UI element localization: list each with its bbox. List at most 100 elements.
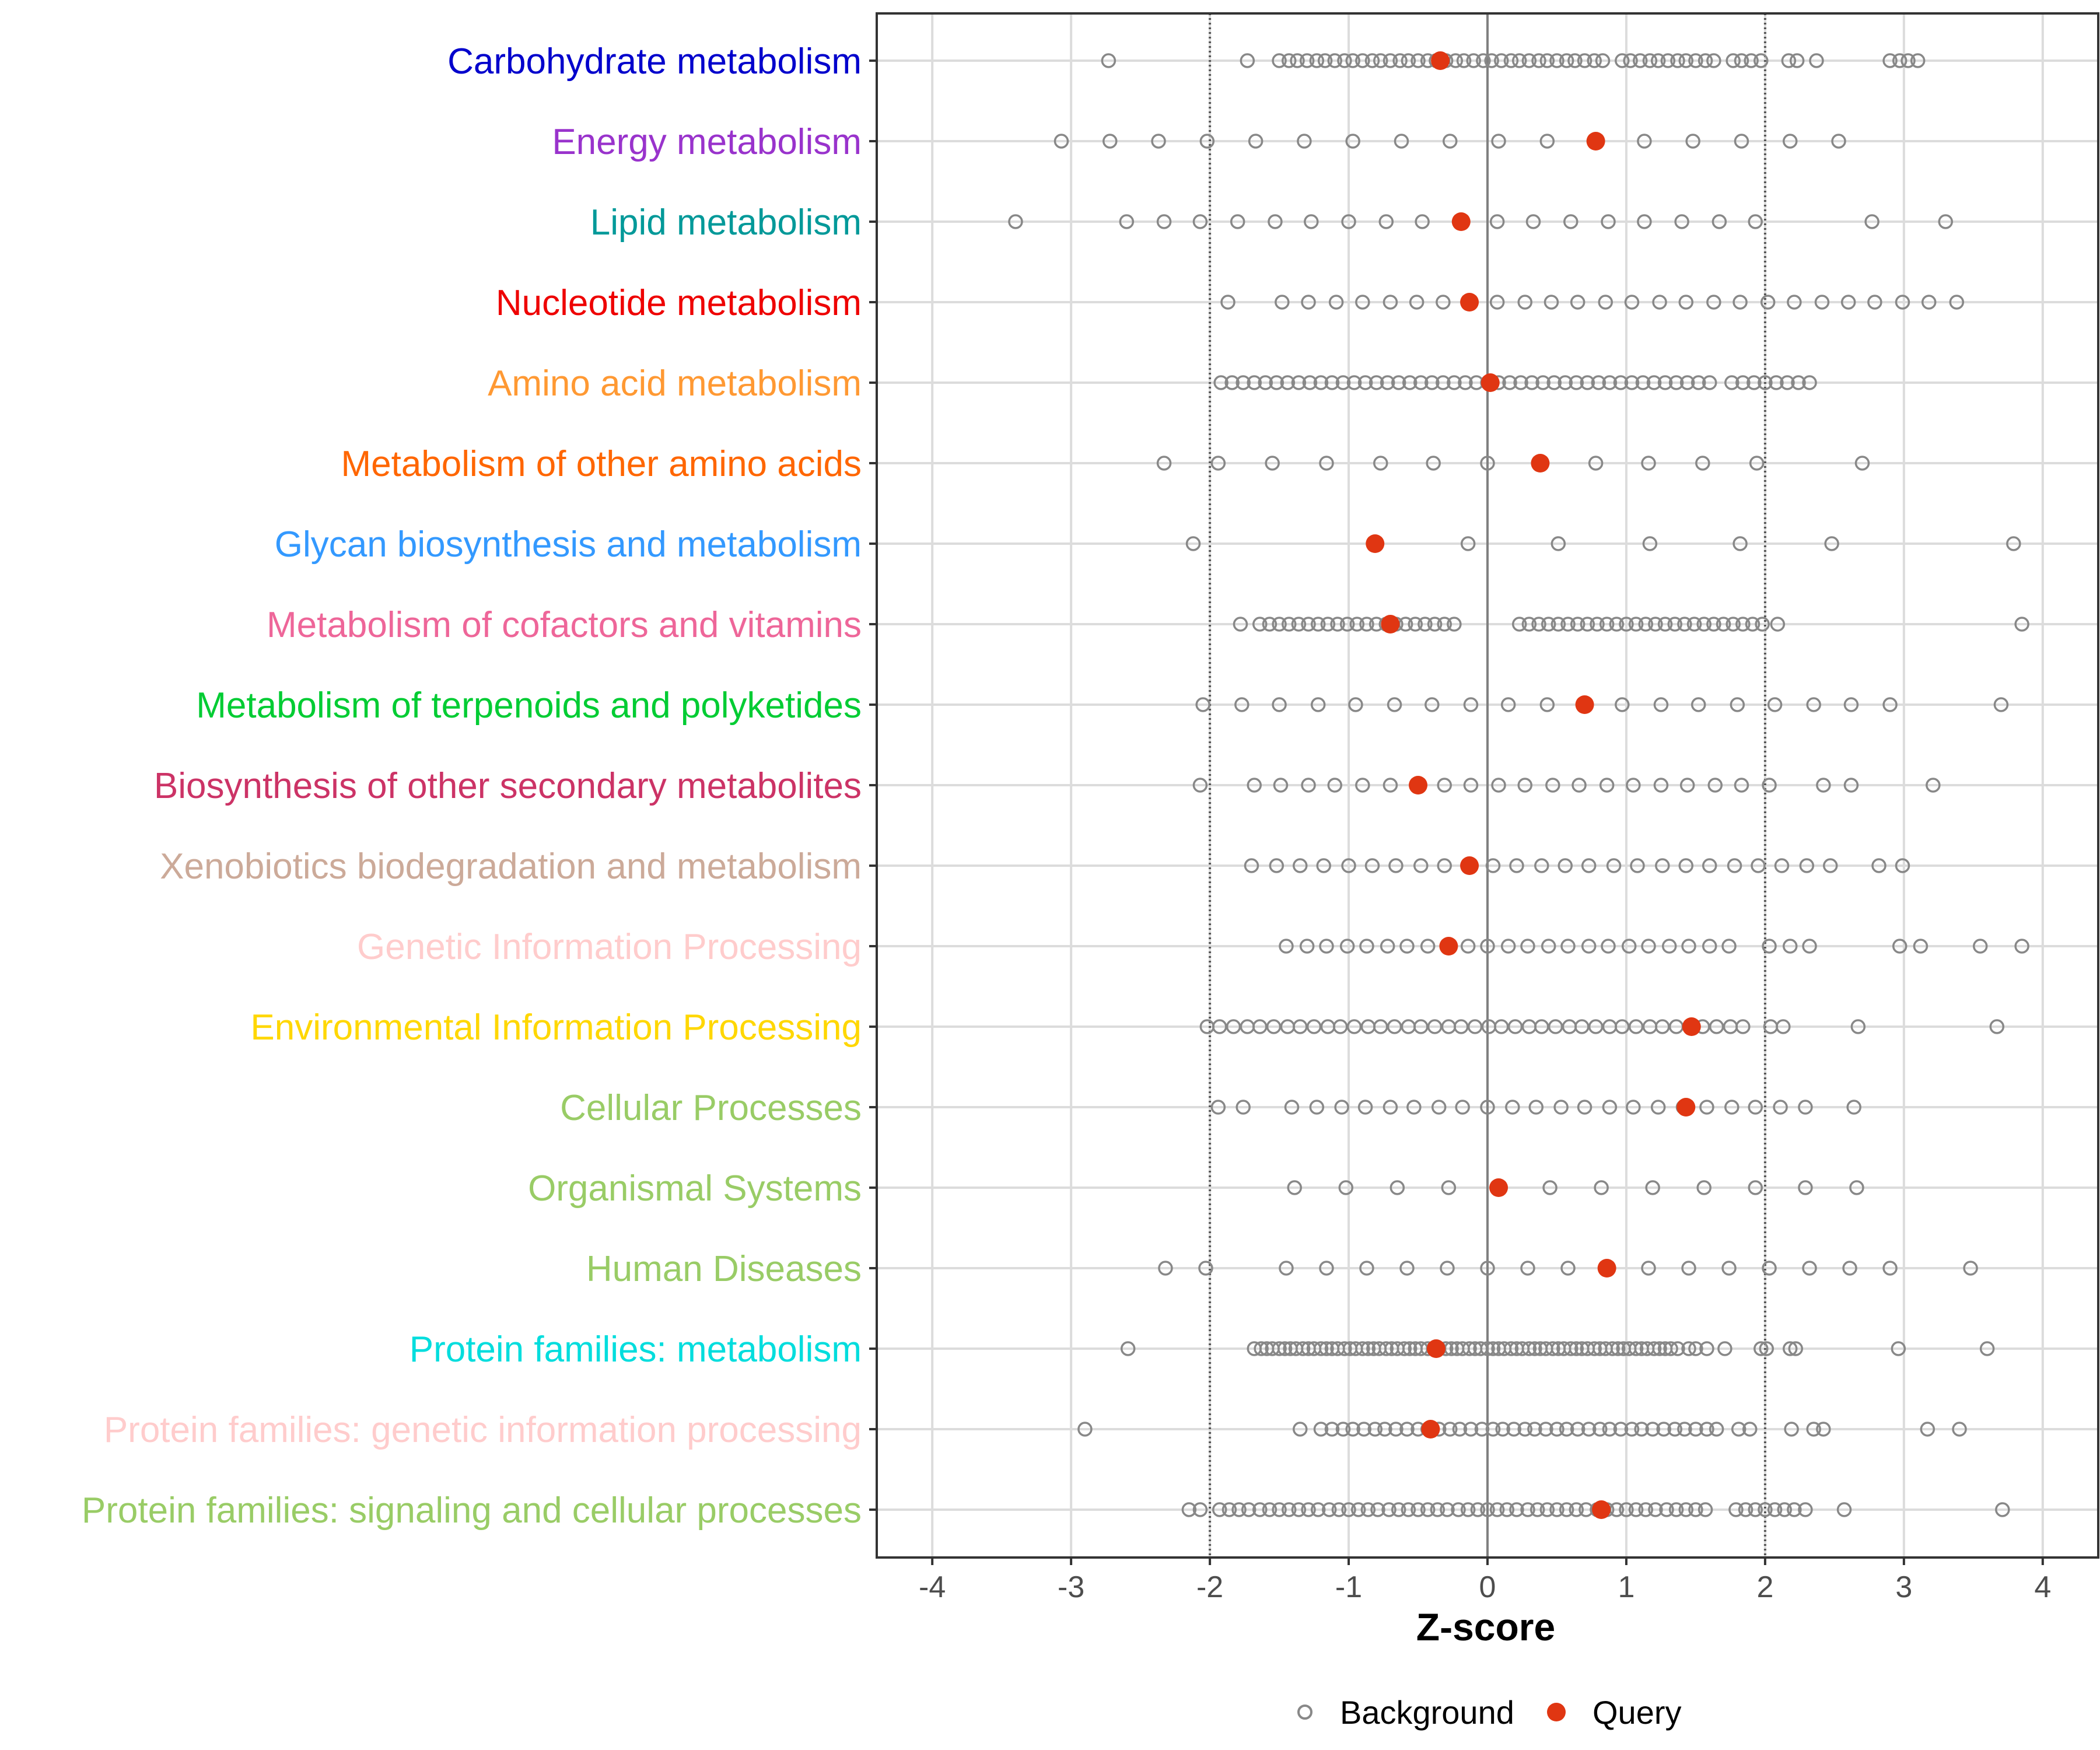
background-point [1382,53,1398,68]
background-point [1426,456,1441,471]
query-point [1682,1017,1701,1036]
background-point [1995,1502,2010,1517]
background-point [1480,1100,1495,1115]
background-point [1749,456,1765,471]
background-point [1120,1341,1136,1356]
background-point [1301,778,1316,793]
background-point [1280,375,1296,390]
background-point [1436,375,1451,390]
background-point [1626,778,1641,793]
background-point [1335,375,1351,390]
background-point [1368,375,1384,390]
background-point [1534,858,1549,873]
background-point [1645,1180,1660,1195]
query-point [1451,212,1471,231]
background-point [1563,1341,1578,1356]
background-point [1655,858,1670,873]
background-point [1437,858,1452,873]
legend-background-marker [1297,1704,1312,1720]
background-point [1317,53,1333,68]
background-point [1517,778,1532,793]
background-point [1641,1261,1656,1276]
background-point [1809,53,1824,68]
background-point [1867,295,1882,310]
background-point [1247,375,1262,390]
background-point [1359,1261,1374,1276]
background-point [1441,1180,1457,1195]
background-point [1460,1502,1476,1517]
background-point [1319,1341,1334,1356]
background-point [1521,617,1537,632]
background-point [1699,1422,1714,1437]
background-point [1535,375,1550,390]
background-point [1732,536,1748,551]
background-point [1592,1422,1608,1437]
background-point [1623,53,1638,68]
background-point [1530,1502,1545,1517]
background-point [1316,858,1331,873]
background-point [1248,134,1264,149]
background-point [1247,778,1262,793]
background-point [1570,295,1586,310]
background-point [1882,1261,1898,1276]
background-point [1580,617,1595,632]
background-point [1291,1502,1307,1517]
background-point [1301,617,1316,632]
background-point [1378,214,1394,229]
background-point [1762,939,1777,954]
background-point [1480,456,1495,471]
query-point [1531,454,1550,473]
background-point [1309,1100,1325,1115]
background-point [1474,1422,1490,1437]
background-point [1688,1422,1703,1437]
background-point [2014,617,2029,632]
query-point [1409,776,1428,794]
background-point [1681,939,1696,954]
background-point [1506,1422,1521,1437]
background-point [1463,1422,1479,1437]
background-point [1275,295,1290,310]
background-point [1728,1502,1744,1517]
background-point [1399,1261,1415,1276]
background-point [1840,295,1856,310]
background-point [1527,1422,1542,1437]
background-point [1630,858,1645,873]
background-point [1553,1100,1569,1115]
background-point [1427,1019,1443,1034]
category-label: Nucleotide metabolism [496,283,862,323]
background-point [1734,53,1749,68]
background-point [1324,1422,1340,1437]
background-point [1462,1341,1477,1356]
background-point [1577,1100,1592,1115]
background-point [1746,375,1762,390]
background-point [1910,53,1926,68]
x-tick-label: -1 [1335,1570,1362,1604]
background-point [1230,214,1245,229]
background-point [1892,939,1908,954]
background-point [1836,1502,1852,1517]
category-label: Cellular Processes [560,1088,862,1128]
background-point [1192,778,1208,793]
background-point [1541,617,1556,632]
background-point [1410,53,1426,68]
background-point [1656,1422,1671,1437]
background-point [1313,375,1329,390]
background-point [1467,1019,1483,1034]
background-point [1077,1422,1093,1437]
background-point [1233,617,1248,632]
background-point [1252,617,1268,632]
background-point [1724,375,1740,390]
background-point [1624,295,1640,310]
background-point [1777,1502,1792,1517]
background-point [1745,617,1760,632]
background-point [1670,53,1685,68]
background-point [1799,858,1815,873]
background-point [1240,53,1255,68]
background-point [1843,697,1859,712]
category-label: Organismal Systems [528,1168,862,1209]
background-point [1494,1019,1509,1034]
background-point [1787,1502,1802,1517]
category-label: Metabolism of cofactors and vitamins [267,605,862,645]
background-point [1350,1502,1366,1517]
background-point [1391,375,1406,390]
